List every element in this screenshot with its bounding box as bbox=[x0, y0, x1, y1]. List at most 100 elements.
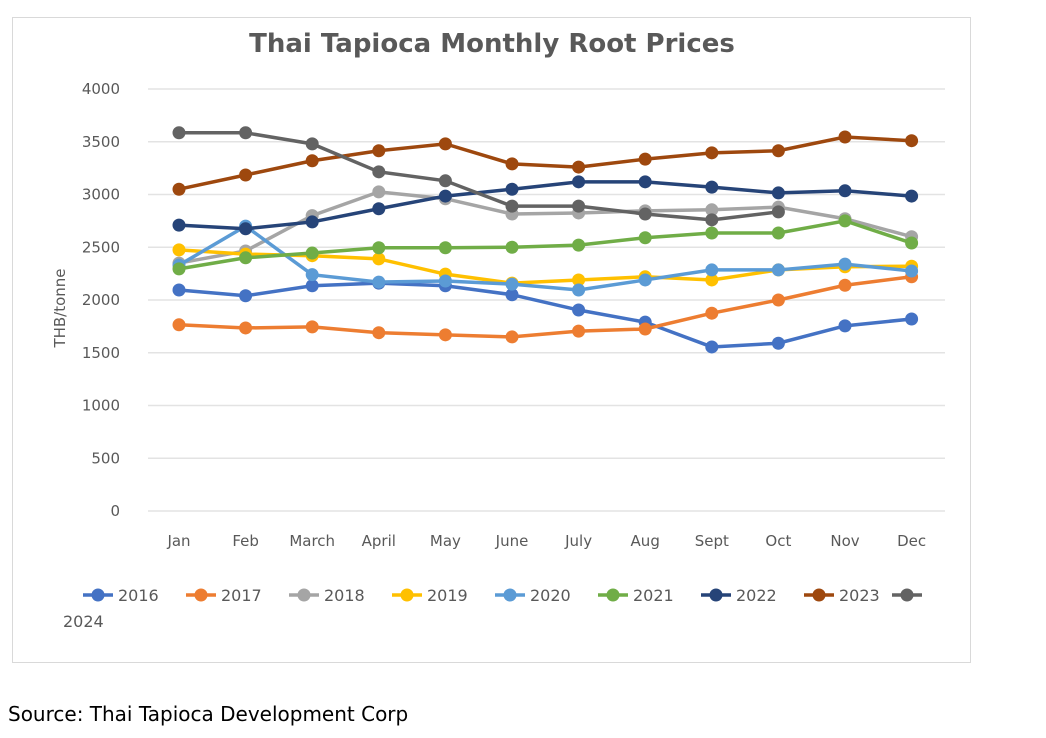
data-point bbox=[239, 222, 253, 236]
data-point bbox=[438, 189, 452, 203]
data-point bbox=[372, 144, 386, 158]
data-point bbox=[905, 312, 919, 326]
data-point bbox=[305, 279, 319, 293]
data-point bbox=[905, 236, 919, 250]
data-point bbox=[638, 175, 652, 189]
data-point bbox=[505, 182, 519, 196]
data-point bbox=[638, 273, 652, 287]
legend-marker bbox=[503, 588, 517, 602]
data-point bbox=[438, 241, 452, 255]
legend-label: 2017 bbox=[221, 586, 262, 605]
data-point bbox=[239, 168, 253, 182]
legend-marker bbox=[400, 588, 414, 602]
data-point bbox=[239, 251, 253, 265]
data-point bbox=[705, 306, 719, 320]
line-chart: Thai Tapioca Monthly Root Prices THB/ton… bbox=[51, 29, 945, 631]
data-point bbox=[505, 288, 519, 302]
legend-item-2021: 2021 bbox=[598, 586, 674, 605]
series-line bbox=[178, 275, 912, 339]
data-point bbox=[771, 186, 785, 200]
x-tick-label: March bbox=[289, 532, 335, 550]
legend-item-2022: 2022 bbox=[701, 586, 777, 605]
series-line bbox=[178, 180, 912, 231]
x-tick-label: April bbox=[362, 532, 396, 550]
data-point bbox=[572, 238, 586, 252]
data-point bbox=[438, 274, 452, 288]
data-point bbox=[172, 243, 186, 257]
legend-marker bbox=[297, 588, 311, 602]
data-point bbox=[239, 289, 253, 303]
data-point bbox=[572, 283, 586, 297]
data-point bbox=[239, 321, 253, 335]
data-point bbox=[572, 324, 586, 338]
data-point bbox=[372, 185, 386, 199]
data-point bbox=[305, 215, 319, 229]
data-point bbox=[438, 174, 452, 188]
x-tick-label: Jan bbox=[166, 532, 190, 550]
series-2024 bbox=[172, 126, 785, 227]
y-tick-label: 2500 bbox=[82, 238, 120, 256]
data-point bbox=[305, 320, 319, 334]
data-point bbox=[638, 231, 652, 245]
series-2023 bbox=[172, 130, 919, 196]
data-point bbox=[838, 214, 852, 228]
x-tick-label: Feb bbox=[232, 532, 259, 550]
series-line bbox=[179, 131, 779, 222]
data-point bbox=[771, 293, 785, 307]
legend-marker bbox=[194, 588, 208, 602]
series-line bbox=[178, 224, 912, 292]
x-tick-label: Dec bbox=[897, 532, 926, 550]
data-point bbox=[438, 137, 452, 151]
data-point bbox=[372, 165, 386, 179]
data-point bbox=[305, 154, 319, 168]
x-tick-label: Sept bbox=[695, 532, 729, 550]
legend-label: 2023 bbox=[839, 586, 880, 605]
data-point bbox=[838, 184, 852, 198]
legend-item-2016: 2016 bbox=[83, 586, 159, 605]
source-note: Source: Thai Tapioca Development Corp bbox=[8, 702, 409, 726]
legend-label: 2018 bbox=[324, 586, 365, 605]
data-point bbox=[172, 318, 186, 332]
legend-label: 2019 bbox=[427, 586, 468, 605]
data-point bbox=[705, 273, 719, 287]
legend-item-2019: 2019 bbox=[392, 586, 468, 605]
data-point bbox=[505, 240, 519, 254]
data-point bbox=[572, 175, 586, 189]
data-point bbox=[172, 283, 186, 297]
data-point bbox=[372, 275, 386, 289]
data-point bbox=[838, 278, 852, 292]
x-tick-label: July bbox=[564, 532, 592, 550]
x-tick-label: May bbox=[430, 532, 461, 550]
data-point bbox=[505, 157, 519, 171]
legend-label: 2016 bbox=[118, 586, 159, 605]
legend-marker bbox=[606, 588, 620, 602]
x-tick-label: Nov bbox=[830, 532, 859, 550]
legend-label: 2024 bbox=[63, 612, 104, 631]
data-point bbox=[838, 257, 852, 271]
data-point bbox=[705, 340, 719, 354]
data-point bbox=[705, 203, 719, 217]
data-point bbox=[771, 263, 785, 277]
data-point bbox=[705, 226, 719, 240]
y-tick-label: 1500 bbox=[82, 344, 120, 362]
data-point bbox=[572, 303, 586, 317]
data-point bbox=[572, 273, 586, 287]
data-point bbox=[172, 262, 186, 276]
y-tick-label: 1000 bbox=[82, 397, 120, 415]
data-point bbox=[638, 152, 652, 166]
legend-marker bbox=[812, 588, 826, 602]
data-point bbox=[372, 252, 386, 266]
data-point bbox=[305, 137, 319, 151]
data-point bbox=[572, 160, 586, 174]
y-tick-label: 500 bbox=[91, 449, 120, 467]
data-point bbox=[505, 330, 519, 344]
data-point bbox=[372, 241, 386, 255]
data-point bbox=[771, 205, 785, 219]
data-point bbox=[838, 130, 852, 144]
legend-item-2020: 2020 bbox=[495, 586, 571, 605]
y-tick-label: 0 bbox=[110, 502, 120, 520]
data-point bbox=[438, 328, 452, 342]
data-point bbox=[705, 146, 719, 160]
legend-marker bbox=[709, 588, 723, 602]
legend-marker bbox=[900, 588, 914, 602]
